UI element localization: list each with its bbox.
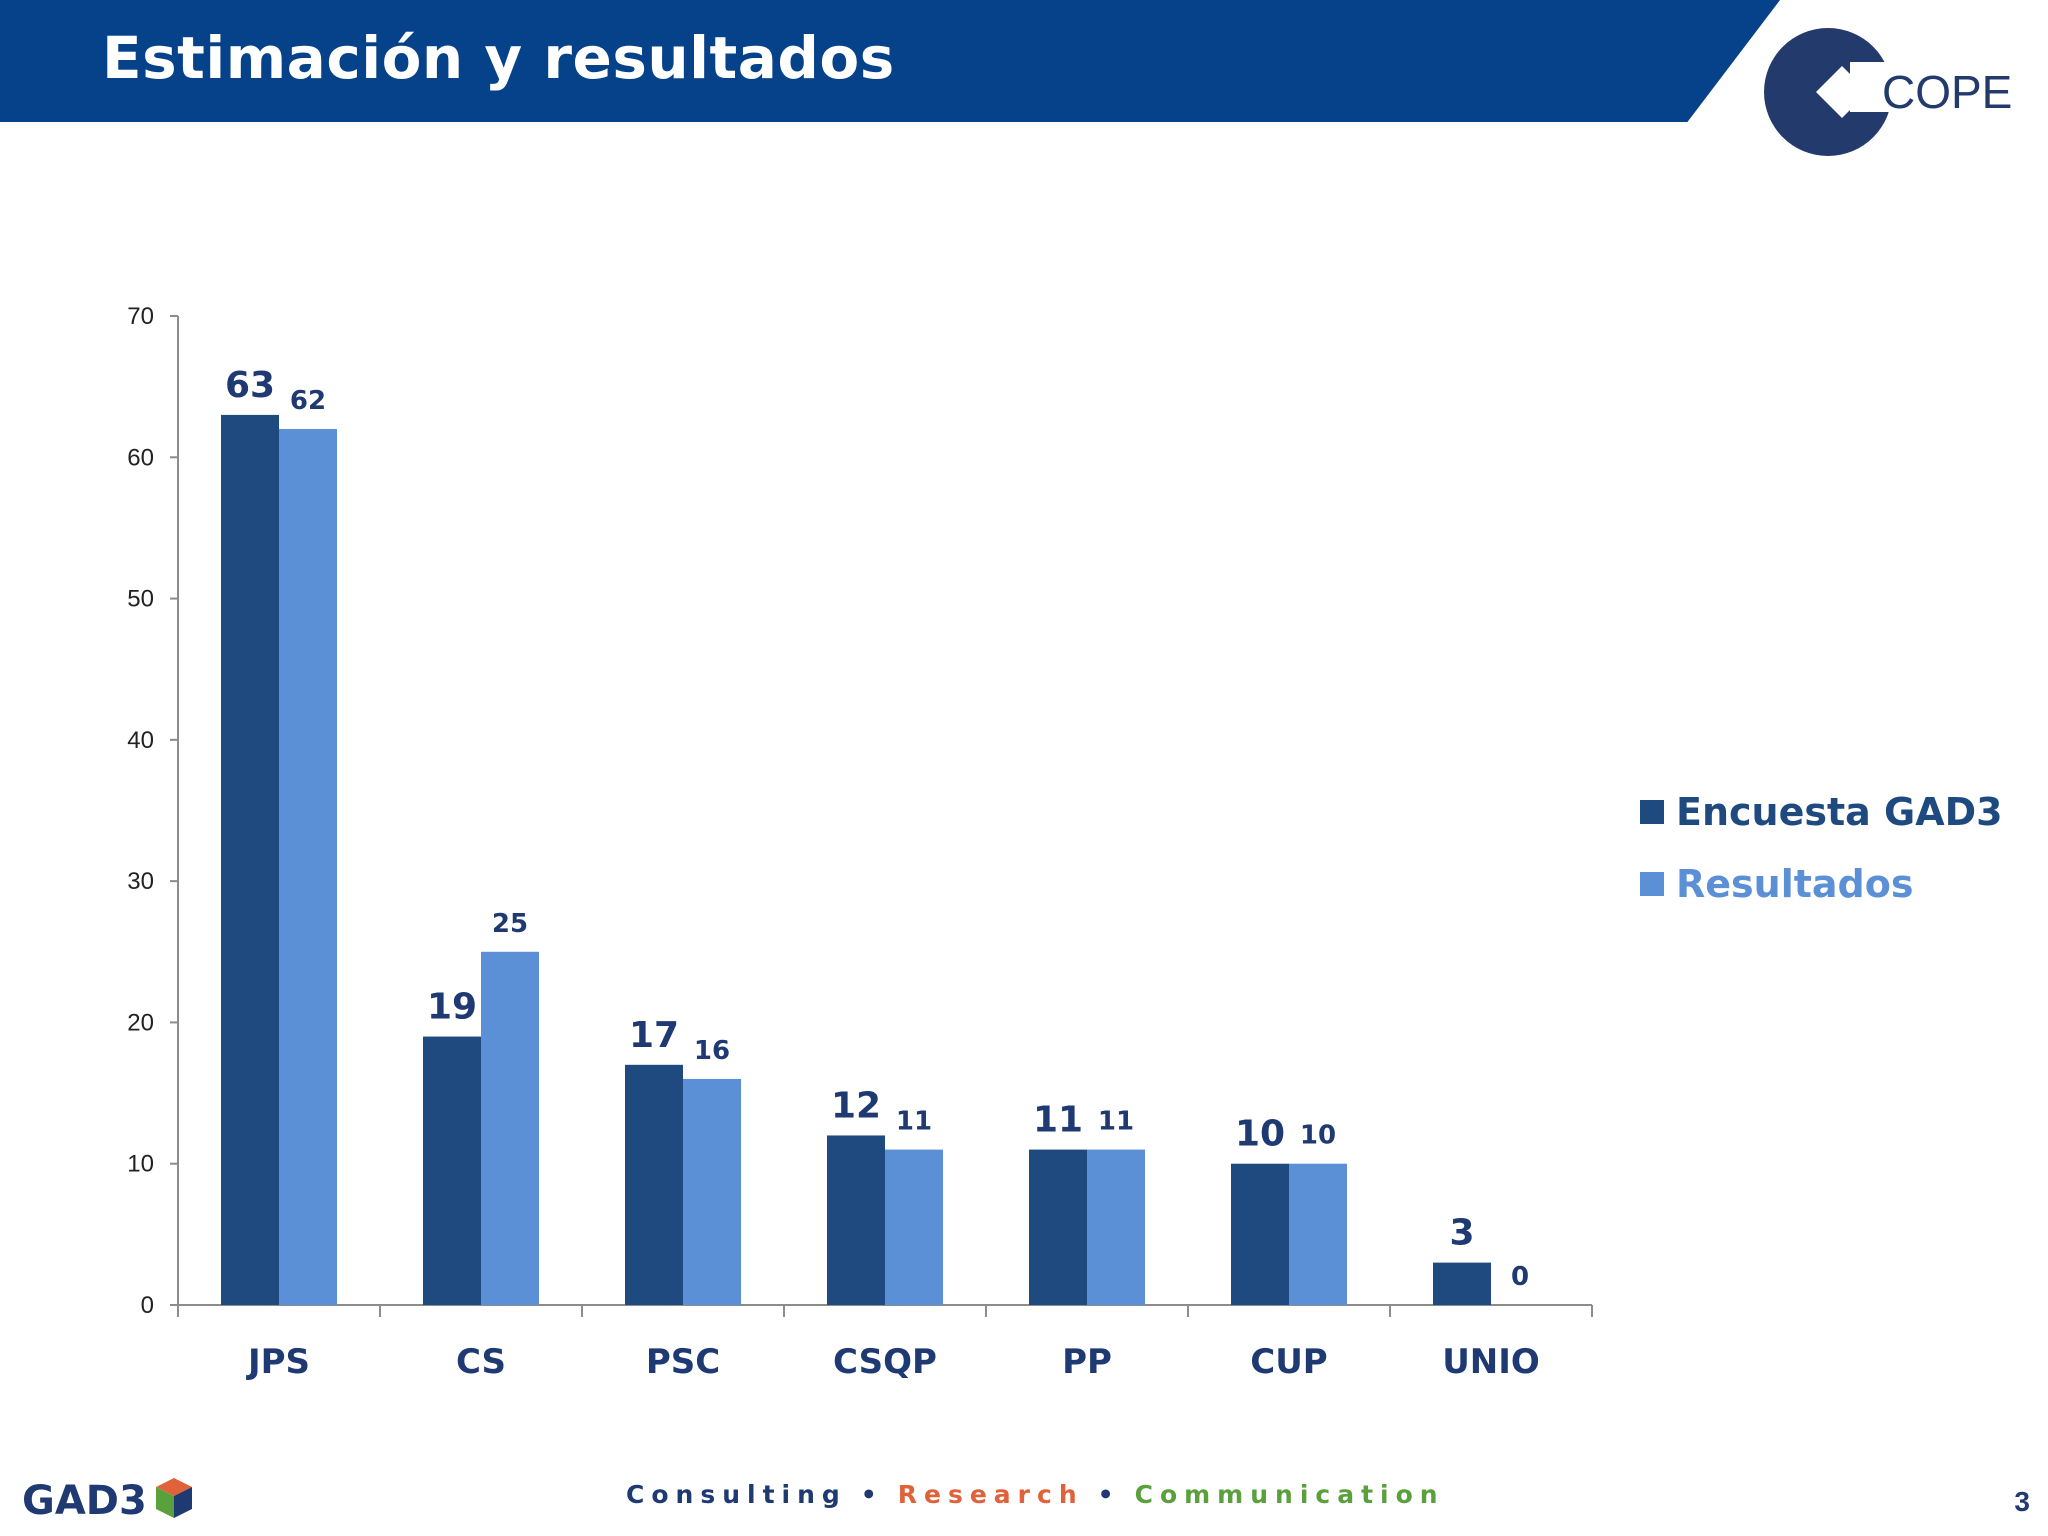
tagline: Consulting • Research • Communication bbox=[626, 1480, 1445, 1509]
data-label-encuesta: 12 bbox=[831, 1085, 881, 1126]
data-label-encuesta: 17 bbox=[629, 1015, 679, 1056]
legend: Encuesta GAD3 Resultados bbox=[1640, 776, 2003, 920]
bar-resultados bbox=[279, 429, 337, 1305]
gad3-cube-icon bbox=[156, 1478, 192, 1518]
y-tick-label: 20 bbox=[127, 1009, 154, 1036]
gad3-logo-text: GAD3 bbox=[22, 1478, 147, 1524]
data-label-resultados: 10 bbox=[1300, 1121, 1336, 1151]
page-title: Estimación y resultados bbox=[102, 24, 895, 92]
bar-encuesta bbox=[221, 414, 279, 1305]
bar-resultados bbox=[683, 1078, 741, 1305]
gad3-logo: GAD3 bbox=[22, 1478, 192, 1524]
data-label-resultados: 62 bbox=[290, 386, 326, 416]
legend-swatch-resultados bbox=[1640, 872, 1664, 896]
cope-logo: COPE bbox=[1764, 28, 2012, 156]
bar-resultados bbox=[1087, 1149, 1145, 1305]
x-tick-label: PSC bbox=[646, 1342, 720, 1382]
legend-item-encuesta: Encuesta GAD3 bbox=[1640, 776, 2003, 848]
legend-label-encuesta: Encuesta GAD3 bbox=[1676, 790, 2003, 834]
data-label-resultados: 11 bbox=[1098, 1107, 1134, 1137]
bar-encuesta bbox=[1029, 1149, 1087, 1305]
legend-label-resultados: Resultados bbox=[1676, 862, 1914, 906]
bar-resultados bbox=[481, 951, 539, 1305]
x-tick-label: UNIO bbox=[1442, 1342, 1540, 1382]
bar-encuesta bbox=[1231, 1163, 1289, 1305]
tagline-consulting: Consulting bbox=[626, 1480, 847, 1509]
y-tick-label: 0 bbox=[141, 1292, 154, 1319]
data-label-encuesta: 63 bbox=[225, 365, 275, 406]
bar-encuesta bbox=[827, 1135, 885, 1305]
header-band bbox=[0, 0, 1780, 122]
data-label-encuesta: 3 bbox=[1449, 1213, 1474, 1254]
data-label-resultados: 16 bbox=[694, 1036, 730, 1066]
y-tick-label: 30 bbox=[127, 868, 154, 895]
y-tick-label: 40 bbox=[127, 727, 154, 754]
cope-logo-text: COPE bbox=[1882, 66, 2012, 118]
data-label-encuesta: 11 bbox=[1033, 1100, 1083, 1141]
y-tick-label: 10 bbox=[127, 1151, 154, 1178]
y-tick-label: 70 bbox=[127, 303, 154, 330]
data-label-encuesta: 10 bbox=[1235, 1114, 1285, 1155]
bar-resultados bbox=[1289, 1163, 1347, 1305]
x-tick-label: CS bbox=[456, 1342, 506, 1382]
tagline-separator-1: • bbox=[860, 1480, 884, 1509]
x-tick-label: CUP bbox=[1250, 1342, 1327, 1382]
y-tick-label: 50 bbox=[127, 586, 154, 613]
x-tick-label: JPS bbox=[246, 1342, 310, 1382]
x-tick-label: PP bbox=[1062, 1342, 1112, 1382]
bar-resultados bbox=[885, 1149, 943, 1305]
bar-encuesta bbox=[625, 1064, 683, 1305]
x-tick-label: CSQP bbox=[833, 1342, 937, 1382]
page-number: 3 bbox=[2014, 1486, 2030, 1517]
tagline-separator-2: • bbox=[1097, 1480, 1121, 1509]
bar-encuesta bbox=[1433, 1262, 1491, 1305]
legend-item-resultados: Resultados bbox=[1640, 848, 2003, 920]
tagline-communication: Communication bbox=[1134, 1480, 1445, 1509]
data-label-encuesta: 19 bbox=[427, 987, 477, 1028]
bar-encuesta bbox=[423, 1036, 481, 1305]
y-tick-label: 60 bbox=[127, 444, 154, 471]
data-label-resultados: 0 bbox=[1511, 1262, 1529, 1292]
tagline-research: Research bbox=[897, 1480, 1084, 1509]
data-label-resultados: 25 bbox=[492, 909, 528, 939]
data-label-resultados: 11 bbox=[896, 1107, 932, 1137]
legend-swatch-encuesta bbox=[1640, 800, 1664, 824]
